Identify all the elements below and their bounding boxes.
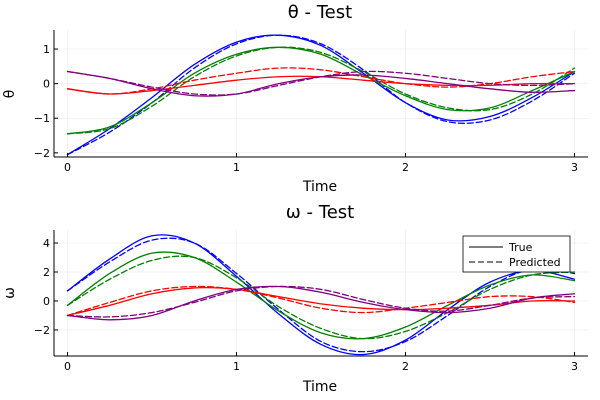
omega-test-panel: ω - Test 0 1 2 3 −2 0 2 4 Time ω True Predicted bbox=[2, 202, 588, 395]
theta-x-tick-label: 2 bbox=[402, 161, 409, 174]
theta-x-tick-label: 1 bbox=[233, 161, 240, 174]
omega-series-green-true bbox=[66, 251, 576, 340]
omega-x-tick-label: 2 bbox=[402, 360, 409, 373]
omega-y-tick-label: 2 bbox=[43, 266, 50, 279]
omega-x-axis-label: Time bbox=[302, 379, 337, 395]
omega-series-purple-true bbox=[66, 285, 576, 321]
theta-test-panel: θ - Test 0 1 2 3 −2 −1 0 1 Time θ bbox=[2, 2, 588, 195]
omega-series-blue-predicted bbox=[66, 237, 576, 353]
theta-y-axis-label: θ bbox=[2, 90, 18, 99]
theta-series-purple-predicted bbox=[66, 70, 576, 96]
theta-y-tick-label: −2 bbox=[34, 147, 50, 160]
theta-axes: 0 1 2 3 −2 −1 0 1 bbox=[34, 30, 588, 174]
omega-y-tick-label: 0 bbox=[43, 295, 50, 308]
legend-label-true: True bbox=[508, 241, 533, 254]
legend-box bbox=[462, 235, 571, 273]
omega-chart-title: ω - Test bbox=[286, 202, 354, 223]
omega-series-group bbox=[66, 234, 576, 356]
omega-x-tick-label: 0 bbox=[64, 360, 71, 373]
theta-y-tick-label: 0 bbox=[43, 78, 50, 91]
omega-x-tick-label: 1 bbox=[233, 360, 240, 373]
omega-series-blue-true bbox=[66, 234, 576, 356]
legend-label-predicted: Predicted bbox=[509, 256, 561, 269]
theta-x-axis-label: Time bbox=[302, 179, 337, 195]
theta-x-tick-label: 3 bbox=[571, 161, 578, 174]
omega-series-green-predicted bbox=[66, 255, 576, 340]
theta-series-green-predicted bbox=[66, 46, 576, 135]
omega-y-tick-label: −2 bbox=[34, 324, 50, 337]
omega-x-tick-label: 3 bbox=[571, 360, 578, 373]
theta-series-group bbox=[66, 34, 576, 156]
theta-series-green-true bbox=[66, 46, 576, 135]
legend: True Predicted bbox=[462, 235, 571, 273]
omega-series-purple-predicted bbox=[66, 285, 576, 318]
theta-series-blue-true bbox=[66, 34, 576, 156]
theta-y-tick-label: 1 bbox=[43, 43, 50, 56]
omega-y-axis-label: ω bbox=[2, 287, 18, 299]
theta-x-tick-label: 0 bbox=[64, 161, 71, 174]
theta-chart-title: θ - Test bbox=[288, 2, 352, 23]
omega-y-tick-label: 4 bbox=[43, 237, 50, 250]
omega-axes: 0 1 2 3 −2 0 2 4 bbox=[34, 230, 588, 373]
theta-y-tick-label: −1 bbox=[34, 112, 50, 125]
theta-grid bbox=[54, 30, 588, 157]
